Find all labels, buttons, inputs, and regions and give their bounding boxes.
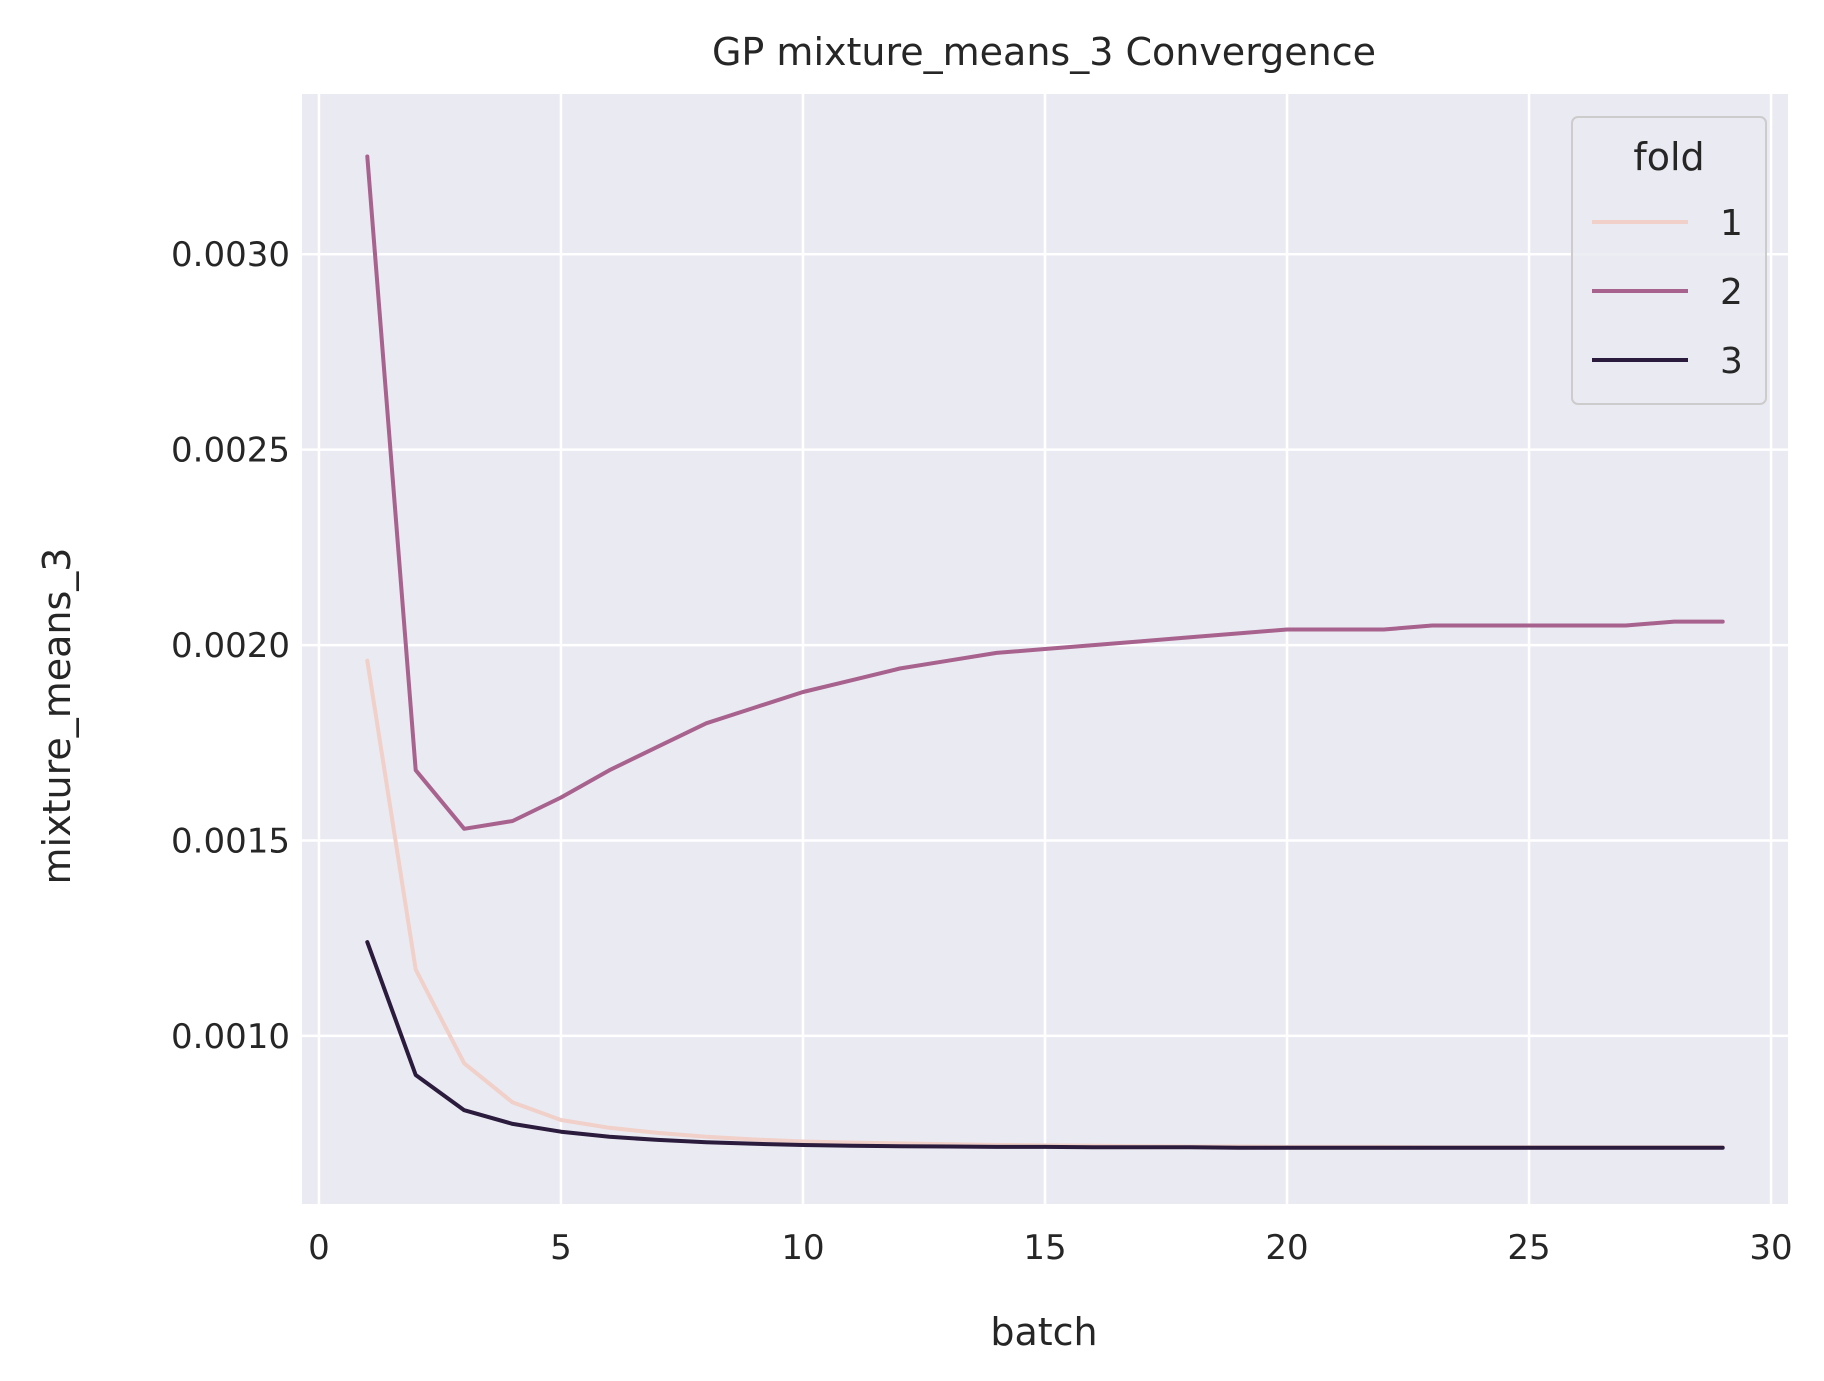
series-lines [365, 154, 1725, 1150]
legend: fold 1 2 3 [1571, 116, 1767, 405]
x-tick-label: 5 [550, 1228, 572, 1268]
y-axis-label: mixture_means_3 [35, 548, 79, 885]
y-tick-label: 0.0010 [171, 1017, 290, 1057]
x-axis-label: batch [990, 1310, 1097, 1354]
legend-label-1: 1 [1720, 203, 1743, 244]
y-tick-label: 0.0015 [171, 822, 290, 862]
y-tick-label: 0.0025 [171, 431, 290, 471]
legend-label-3: 3 [1720, 341, 1743, 382]
y-tick-label: 0.0030 [171, 235, 290, 275]
x-tick-label: 15 [1023, 1228, 1066, 1268]
legend-box [1571, 116, 1767, 405]
x-tick-label: 20 [1265, 1228, 1308, 1268]
grid [302, 94, 1788, 1204]
series-line-fold-2 [365, 154, 1725, 831]
x-tick-label: 30 [1749, 1228, 1792, 1268]
tick-labels: 0 5 10 15 20 25 30 0.0010 0.0015 0.0020 0.0025 0.00… [171, 235, 1793, 1268]
series-line-fold-3 [365, 940, 1725, 1150]
y-tick-label: 0.0020 [171, 626, 290, 666]
x-tick-label: 10 [781, 1228, 824, 1268]
chart-title: GP mixture_means_3 Convergence [712, 30, 1376, 74]
legend-title: fold [1633, 135, 1704, 179]
x-tick-label: 0 [308, 1228, 330, 1268]
legend-label-2: 2 [1720, 272, 1743, 313]
x-tick-label: 25 [1507, 1228, 1550, 1268]
